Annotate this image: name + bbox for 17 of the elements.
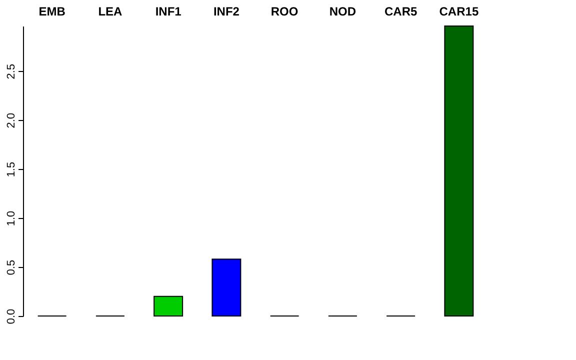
bar <box>154 296 184 316</box>
x-tick-label: INF2 <box>213 4 240 18</box>
y-tick-label: 0.5 <box>6 260 18 276</box>
y-tick-label: 2.5 <box>6 64 18 80</box>
x-tick-label: ROO <box>270 4 298 18</box>
x-tick-label: EMB <box>38 4 66 18</box>
x-tick-label: NOD <box>329 4 356 18</box>
y-tick-label: 1.0 <box>6 210 18 226</box>
x-tick-label: INF1 <box>155 4 182 18</box>
y-tick-label: 1.5 <box>6 162 18 178</box>
bar <box>444 26 474 316</box>
x-tick-label: CAR5 <box>384 4 418 18</box>
y-tick-label: 0.0 <box>6 308 18 324</box>
x-tick-label: CAR15 <box>439 4 479 18</box>
y-tick-label: 2.0 <box>6 112 18 128</box>
bar <box>212 258 242 316</box>
x-tick-label: LEA <box>98 4 123 18</box>
